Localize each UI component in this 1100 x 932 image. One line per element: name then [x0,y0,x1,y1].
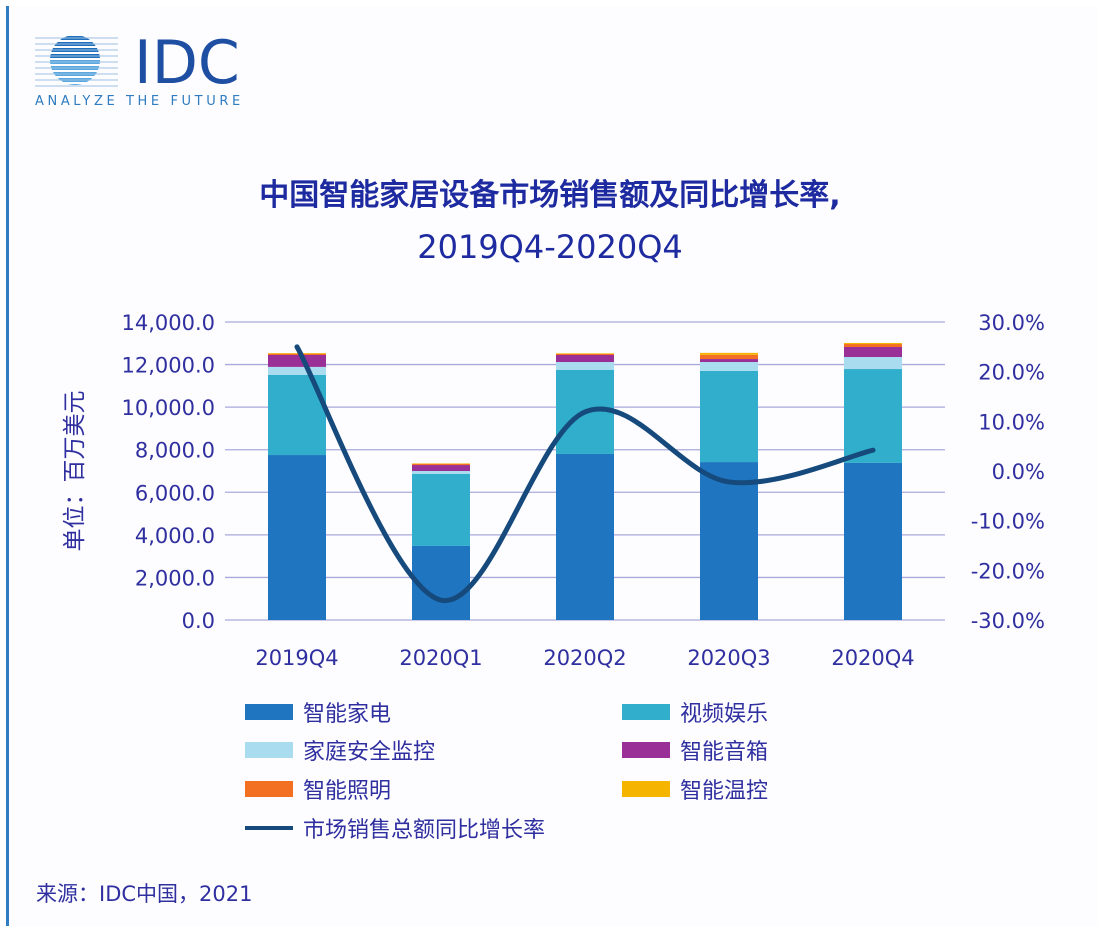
bar-segment-video [700,370,758,463]
y-tick-label: 4,000.0 [135,524,215,548]
legend-label: 市场销售总额同比增长率 [303,818,545,843]
legend-label: 家庭安全监控 [303,740,435,765]
bar-segment-lighting [412,463,470,466]
bar-segment-security [700,362,758,371]
y-tick-label: 14,000.0 [121,311,215,335]
bar-segment-thermostat [556,353,614,354]
bar-segment-lighting [268,353,326,355]
bar-segment-security [268,366,326,376]
x-tick-label: 2020Q3 [687,646,770,670]
y2-tick-label: -30.0% [971,609,1045,633]
bar-segment-speaker [700,359,758,363]
chart-title-line1: 中国智能家居设备市场销售额及同比增长率, [259,178,841,213]
globe-icon [35,36,118,87]
legend-swatch-video [622,704,670,720]
y-tick-label: 6,000.0 [135,481,215,505]
bar-segment-video [412,473,470,546]
y2-tick-label: 20.0% [978,361,1045,385]
y2-tick-label: -20.0% [971,559,1045,583]
growth-rate-line [294,344,876,603]
source-note: 来源：IDC中国，2021 [36,882,253,906]
x-tick-label: 2020Q1 [399,646,482,670]
y-tick-label: 12,000.0 [121,354,215,378]
y2-tick-label: 10.0% [978,410,1045,434]
bar-segment-security [556,362,614,370]
bar-segment-video [844,369,902,463]
chart-title-line2: 2019Q4-2020Q4 [417,228,683,266]
y-tick-label: 8,000.0 [135,439,215,463]
bar-segment-speaker [268,354,326,367]
bar-segment-lighting [844,344,902,348]
y-tick-label: 10,000.0 [121,396,215,420]
bar-segment-lighting [700,354,758,360]
bar-segment-appliance [700,462,758,620]
idc-logo: IDC ANALYZE THE FUTURE [35,30,244,109]
chart-frame [6,6,1097,926]
legend-label: 智能音箱 [680,740,768,765]
bar-segment-speaker [412,465,470,471]
chart-area: 0.0 2,000.0 4,000.0 6,000.0 8,000.0 10,000.0 1… [62,311,1045,843]
legend-label: 视频娱乐 [680,702,768,727]
legend-swatch-lighting [245,781,293,797]
bar-segment-thermostat [844,342,902,345]
legend-label: 智能家电 [303,702,391,727]
logo-tagline: ANALYZE THE FUTURE [35,94,244,109]
legend-swatch-security [245,742,293,758]
y-tick-label: 0.0 [182,609,215,633]
legend-swatch-appliance [245,704,293,720]
bar-segment-appliance [844,462,902,620]
bar-segment-speaker [556,354,614,363]
bar-segment-thermostat [700,352,758,355]
y2-tick-label: 30.0% [978,311,1045,335]
x-tick-label: 2019Q4 [255,646,338,670]
bar-segment-appliance [412,545,470,620]
x-tick-label: 2020Q4 [831,646,914,670]
logo-text: IDC [134,30,240,98]
bar-segment-thermostat [268,353,326,354]
legend-label: 智能照明 [303,779,391,804]
x-tick-label: 2020Q2 [543,646,626,670]
y2-tick-label: 0.0% [992,460,1045,484]
y-tick-label: 2,000.0 [135,566,215,590]
bar-segment-appliance [268,455,326,620]
bar-segment-security [844,357,902,370]
legend-swatch-speaker [622,742,670,758]
bar-segment-security [412,471,470,474]
bar-segment-appliance [556,453,614,620]
legend-label: 智能温控 [680,779,768,804]
legend-swatch-thermostat [622,781,670,797]
bar-segment-lighting [556,353,614,355]
y2-tick-label: -10.0% [971,510,1045,534]
y-axis-label: 单位：百万美元 [62,391,88,552]
bar-segment-speaker [844,347,902,358]
